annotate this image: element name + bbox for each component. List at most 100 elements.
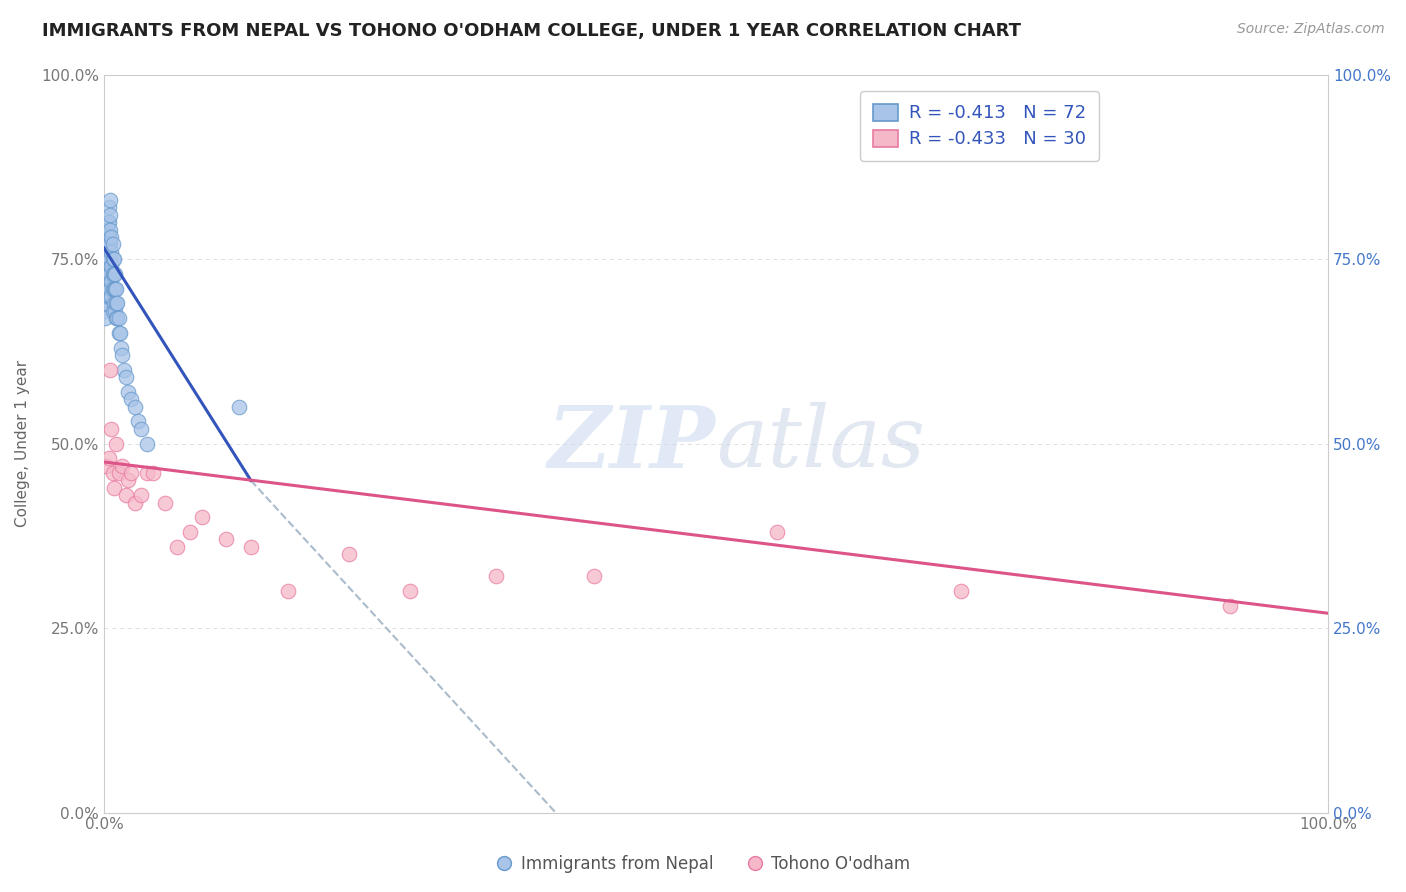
Point [97,237,120,252]
Point [100,289,122,303]
Point [98,362,121,376]
Point [97,200,120,214]
Point [107,311,129,326]
Point [117,384,139,399]
Point [94,289,117,303]
Point [97,230,120,244]
Point [97,244,120,259]
Point [105,311,128,326]
Point [101,466,124,480]
Point [766,525,789,540]
Point [135,436,157,450]
Point [100,244,122,259]
Point [98,237,121,252]
Point [94,311,117,326]
Point [97,252,120,266]
Point [115,488,138,502]
Point [127,414,149,428]
Point [101,267,124,281]
Point [101,237,124,252]
Point [96,458,118,473]
Point [96,289,118,303]
Y-axis label: College, Under 1 year: College, Under 1 year [15,360,30,527]
Point [277,584,299,599]
Text: atlas: atlas [716,402,925,485]
Point [107,466,129,480]
Point [107,326,129,340]
Point [101,252,124,266]
Point [111,348,134,362]
Point [97,451,120,466]
Point [98,281,121,295]
Point [101,281,124,295]
Point [120,392,142,407]
Point [228,400,250,414]
Point [104,303,127,318]
Point [115,370,138,384]
Point [97,215,120,229]
Point [103,252,125,266]
Point [103,481,125,495]
Text: ZIP: ZIP [548,401,716,485]
Point [166,540,188,554]
Point [96,274,118,288]
Point [97,267,120,281]
Point [117,474,139,488]
Point [129,488,152,502]
Point [111,458,134,473]
Point [100,274,122,288]
Point [124,400,146,414]
Point [96,260,118,274]
Point [94,303,117,318]
Point [399,584,422,599]
Point [100,230,122,244]
Point [179,525,201,540]
Point [100,260,122,274]
Point [105,296,128,310]
Point [105,436,128,450]
Legend: Immigrants from Nepal, Tohono O'odham: Immigrants from Nepal, Tohono O'odham [489,848,917,880]
Point [97,237,120,252]
Point [124,495,146,509]
Point [105,281,128,295]
Point [215,533,238,547]
Point [96,296,118,310]
Point [103,267,125,281]
Point [153,495,176,509]
Point [107,311,129,326]
Point [1219,599,1241,613]
Point [120,466,142,480]
Point [96,281,118,295]
Point [98,208,121,222]
Point [107,296,129,310]
Point [97,222,120,236]
Point [104,281,127,295]
Point [94,267,117,281]
Point [97,289,120,303]
Point [135,466,157,480]
Text: IMMIGRANTS FROM NEPAL VS TOHONO O'ODHAM COLLEGE, UNDER 1 YEAR CORRELATION CHART: IMMIGRANTS FROM NEPAL VS TOHONO O'ODHAM … [42,22,1021,40]
Point [103,281,125,295]
Point [96,230,118,244]
Point [98,252,121,266]
Legend: R = -0.413   N = 72, R = -0.433   N = 30: R = -0.413 N = 72, R = -0.433 N = 30 [860,91,1098,161]
Point [104,267,127,281]
Point [98,193,121,207]
Text: Source: ZipAtlas.com: Source: ZipAtlas.com [1237,22,1385,37]
Point [97,274,120,288]
Point [108,326,131,340]
Point [129,422,152,436]
Point [97,252,120,266]
Point [96,244,118,259]
Point [94,281,117,295]
Point [582,569,605,583]
Point [103,296,125,310]
Point [101,303,124,318]
Point [485,569,508,583]
Point [97,289,120,303]
Point [949,584,972,599]
Point [98,267,121,281]
Point [112,362,135,376]
Point [97,215,120,229]
Point [98,222,121,236]
